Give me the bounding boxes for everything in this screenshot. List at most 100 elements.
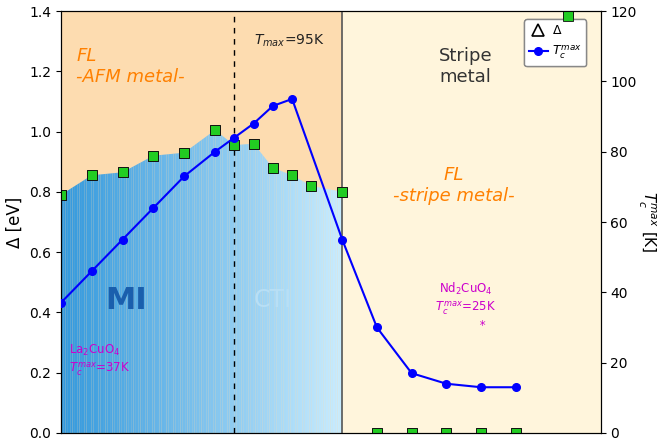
Text: MI: MI <box>105 286 147 315</box>
Text: CTI: CTI <box>254 288 292 312</box>
Polygon shape <box>129 168 131 433</box>
Polygon shape <box>68 189 70 433</box>
Polygon shape <box>300 180 302 433</box>
Polygon shape <box>115 173 117 433</box>
Polygon shape <box>185 150 188 433</box>
Polygon shape <box>314 186 316 433</box>
Polygon shape <box>333 190 335 433</box>
Polygon shape <box>293 176 295 433</box>
Polygon shape <box>101 174 103 433</box>
Polygon shape <box>251 143 253 433</box>
Polygon shape <box>103 174 105 433</box>
Polygon shape <box>157 155 159 433</box>
Point <box>179 149 190 156</box>
Polygon shape <box>136 164 138 433</box>
Polygon shape <box>194 143 197 433</box>
Polygon shape <box>197 142 199 433</box>
Polygon shape <box>75 185 78 433</box>
Polygon shape <box>290 175 293 433</box>
Polygon shape <box>249 144 251 433</box>
Polygon shape <box>98 174 101 433</box>
Polygon shape <box>164 154 166 433</box>
Polygon shape <box>284 172 286 433</box>
Polygon shape <box>241 144 244 433</box>
Point <box>210 127 220 134</box>
Polygon shape <box>107 173 110 433</box>
Point <box>287 172 298 179</box>
Polygon shape <box>321 188 324 433</box>
Text: La$_2$CuO$_4$
$T_c^{max}$=37K: La$_2$CuO$_4$ $T_c^{max}$=37K <box>68 342 129 378</box>
Polygon shape <box>281 171 284 433</box>
Polygon shape <box>119 173 122 433</box>
Polygon shape <box>113 173 115 433</box>
Polygon shape <box>234 145 237 433</box>
Polygon shape <box>246 144 249 433</box>
Polygon shape <box>174 153 176 433</box>
Polygon shape <box>82 180 84 433</box>
Polygon shape <box>105 174 107 433</box>
Polygon shape <box>270 164 272 433</box>
Polygon shape <box>211 131 213 433</box>
Polygon shape <box>227 140 229 433</box>
Polygon shape <box>319 187 321 433</box>
Polygon shape <box>305 182 307 433</box>
Polygon shape <box>215 131 218 433</box>
Polygon shape <box>145 159 148 433</box>
Polygon shape <box>190 147 192 433</box>
Polygon shape <box>260 152 263 433</box>
Polygon shape <box>152 156 154 433</box>
Point <box>56 191 66 198</box>
Polygon shape <box>131 166 133 433</box>
Polygon shape <box>209 133 211 433</box>
Polygon shape <box>302 181 305 433</box>
Point <box>476 430 487 437</box>
Polygon shape <box>229 142 232 433</box>
Point <box>148 152 158 159</box>
Polygon shape <box>192 145 194 433</box>
Polygon shape <box>178 153 180 433</box>
Polygon shape <box>310 185 312 433</box>
Point <box>337 188 347 195</box>
Polygon shape <box>223 136 225 433</box>
Y-axis label: $T_c^{max}$ [K]: $T_c^{max}$ [K] <box>636 191 658 253</box>
Point <box>511 430 521 437</box>
Polygon shape <box>168 154 171 433</box>
Point <box>406 430 417 437</box>
Bar <box>342 11 601 433</box>
Polygon shape <box>298 178 300 433</box>
Polygon shape <box>188 148 190 433</box>
Polygon shape <box>220 134 223 433</box>
Polygon shape <box>141 161 143 433</box>
Polygon shape <box>127 169 129 433</box>
Polygon shape <box>337 191 340 433</box>
Polygon shape <box>274 169 276 433</box>
Point <box>441 430 452 437</box>
Polygon shape <box>66 190 68 433</box>
Polygon shape <box>225 138 227 433</box>
Polygon shape <box>180 153 183 433</box>
Polygon shape <box>138 163 141 433</box>
Text: Stripe
metal: Stripe metal <box>439 47 493 86</box>
Polygon shape <box>154 156 157 433</box>
Polygon shape <box>204 136 206 433</box>
Polygon shape <box>117 173 119 433</box>
Polygon shape <box>166 154 168 433</box>
Polygon shape <box>267 160 270 433</box>
Polygon shape <box>87 177 89 433</box>
Polygon shape <box>162 155 164 433</box>
Polygon shape <box>258 149 260 433</box>
Polygon shape <box>133 165 136 433</box>
Polygon shape <box>324 188 326 433</box>
Polygon shape <box>237 145 239 433</box>
Polygon shape <box>265 158 267 433</box>
Point <box>86 172 97 179</box>
Polygon shape <box>63 192 66 433</box>
Polygon shape <box>150 156 152 433</box>
Polygon shape <box>96 175 98 433</box>
Polygon shape <box>183 152 185 433</box>
Polygon shape <box>316 187 319 433</box>
Polygon shape <box>206 135 209 433</box>
Point <box>306 182 317 190</box>
Text: FL
-stripe metal-: FL -stripe metal- <box>393 166 515 205</box>
Polygon shape <box>91 175 93 433</box>
